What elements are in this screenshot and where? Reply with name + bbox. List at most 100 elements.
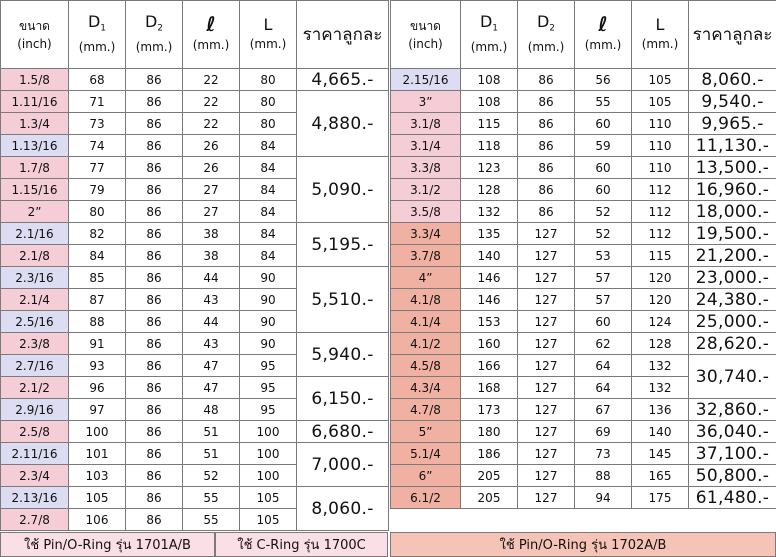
d2-cell: 86	[125, 200, 183, 223]
table-row: 2.7/8 106 86 55 105	[0, 508, 389, 531]
d2-cell: 86	[125, 332, 183, 355]
price-cell: 30,740.-	[688, 354, 776, 399]
ell-cell: 55	[182, 486, 240, 509]
price-cell: 8,060.-	[296, 486, 389, 531]
d1-cell: 80	[68, 200, 126, 223]
length-cell: 84	[239, 178, 297, 201]
ell-cell: 47	[182, 376, 240, 399]
ell-cell: 59	[574, 134, 632, 157]
table-row: 3.5/8 132 86 52 112 18,000.-	[390, 200, 776, 223]
table-row: 2.3/4 103 86 52 100	[0, 464, 389, 487]
d1-cell: 146	[460, 266, 518, 289]
d2-cell: 127	[517, 486, 575, 509]
length-cell: 105	[239, 486, 297, 509]
d2-cell: 86	[517, 200, 575, 223]
price-cell: 16,960.-	[688, 178, 776, 201]
ell-cell: 57	[574, 288, 632, 311]
ell-cell: 44	[182, 266, 240, 289]
ell-cell: 27	[182, 178, 240, 201]
ell-cell: 60	[574, 310, 632, 333]
table-row: 4” 146 127 57 120 23,000.-	[390, 266, 776, 289]
footer-left-1-label: ใช้ Pin/O-Ring รุ่น 1701A/B	[24, 538, 191, 553]
footer-left-2-label: ใช้ C-Ring รุ่น 1700C	[237, 538, 366, 553]
ell-cell: 22	[182, 68, 240, 91]
d1-cell: 128	[460, 178, 518, 201]
size-cell: 2.5/8	[0, 420, 69, 443]
length-cell: 132	[631, 376, 689, 399]
ell-cell: 57	[574, 266, 632, 289]
ell-cell: 56	[574, 68, 632, 91]
d1-cell: 186	[460, 442, 518, 465]
d1-cell: 205	[460, 464, 518, 487]
table-row: 2.3/16 85 86 44 90 5,510.-	[0, 266, 389, 333]
ell-cell: 22	[182, 112, 240, 135]
table-row: 4.1/2 160 127 62 128 28,620.-	[390, 332, 776, 355]
d1-cell: 93	[68, 354, 126, 377]
table-row: 3.1/4 118 86 59 110 11,130.-	[390, 134, 776, 157]
d2-cell: 86	[125, 156, 183, 179]
d2-cell: 86	[125, 134, 183, 157]
size-cell: 3.3/8	[390, 156, 461, 179]
size-cell: 2.11/16	[0, 442, 69, 465]
header-row: ขนาด (inch) D1 (mm.) D2 (mm.) ℓ (mm.) L (mm.)…	[390, 0, 776, 69]
ell-cell: 22	[182, 90, 240, 113]
d1-cell: 123	[460, 156, 518, 179]
ell-cell: 55	[574, 90, 632, 113]
ell-cell: 94	[574, 486, 632, 509]
table-row: 2.1/16 82 86 38 84 5,195.-	[0, 222, 389, 267]
d1-cell: 173	[460, 398, 518, 421]
d2-cell: 86	[125, 420, 183, 443]
d1-cell: 96	[68, 376, 126, 399]
length-cell: 115	[631, 244, 689, 267]
price-cell: 32,860.-	[688, 398, 776, 421]
size-cell: 2.7/8	[0, 508, 69, 531]
d1-cell: 101	[68, 442, 126, 465]
d2-cell: 127	[517, 354, 575, 377]
length-cell: 112	[631, 200, 689, 223]
d2-cell: 127	[517, 376, 575, 399]
header-size: ขนาด (inch)	[390, 0, 461, 69]
d2-cell: 127	[517, 222, 575, 245]
d1-cell: 85	[68, 266, 126, 289]
ell-cell: 38	[182, 222, 240, 245]
d1-cell: 105	[68, 486, 126, 509]
right-price-table: ขนาด (inch) D1 (mm.) D2 (mm.) ℓ (mm.) L (mm.)…	[390, 0, 776, 509]
ell-cell: 43	[182, 288, 240, 311]
d2-cell: 127	[517, 310, 575, 333]
d1-cell: 153	[460, 310, 518, 333]
header-size: ขนาด (inch)	[0, 0, 69, 69]
header-d1: D1 (mm.)	[68, 0, 126, 69]
size-cell: 4.1/2	[390, 332, 461, 355]
table-row: 3.1/8 115 86 60 110 9,965.-	[390, 112, 776, 135]
table-row: 3.3/8 123 86 60 110 13,500.-	[390, 156, 776, 179]
size-cell: 3.1/2	[390, 178, 461, 201]
length-cell: 84	[239, 134, 297, 157]
header-d1: D1 (mm.)	[460, 0, 518, 69]
table-row: 5.1/4 186 127 73 145 37,100.-	[390, 442, 776, 465]
ell-cell: 52	[574, 200, 632, 223]
size-cell: 1.13/16	[0, 134, 69, 157]
d1-cell: 166	[460, 354, 518, 377]
ell-cell: 64	[574, 354, 632, 377]
d1-cell: 84	[68, 244, 126, 267]
table-row: 6” 205 127 88 165 50,800.-	[390, 464, 776, 487]
size-cell: 1.3/4	[0, 112, 69, 135]
size-cell: 3.1/4	[390, 134, 461, 157]
price-cell: 6,150.-	[296, 376, 389, 421]
ell-cell: 55	[182, 508, 240, 531]
ell-cell: 47	[182, 354, 240, 377]
d2-cell: 86	[125, 90, 183, 113]
length-cell: 132	[631, 354, 689, 377]
length-cell: 110	[631, 156, 689, 179]
d1-cell: 146	[460, 288, 518, 311]
ell-cell: 43	[182, 332, 240, 355]
d1-cell: 91	[68, 332, 126, 355]
d2-cell: 86	[125, 222, 183, 245]
d2-cell: 86	[517, 68, 575, 91]
header-ell: ℓ (mm.)	[574, 0, 632, 69]
length-cell: 90	[239, 332, 297, 355]
length-cell: 84	[239, 222, 297, 245]
size-cell: 2.1/8	[0, 244, 69, 267]
size-cell: 1.15/16	[0, 178, 69, 201]
header-d2: D2 (mm.)	[517, 0, 575, 69]
